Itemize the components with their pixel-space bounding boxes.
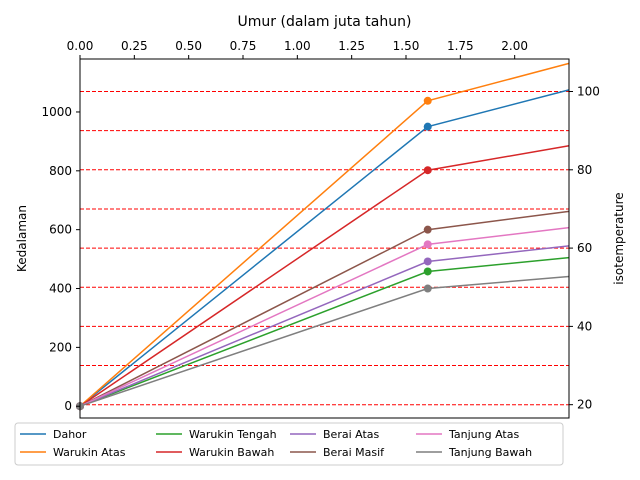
- data-point: [423, 284, 432, 293]
- legend-label: Warukin Atas: [53, 446, 126, 459]
- series-line: [79, 256, 570, 407]
- tick-label: 800: [49, 164, 72, 178]
- legend: Dahor Warukin Atas Warukin Tengah Warukin B…: [14, 422, 564, 466]
- legend-label: Tanjung Bawah: [448, 446, 532, 459]
- tick-label: 0.00: [67, 39, 94, 53]
- tick-label: 1000: [41, 105, 72, 119]
- legend-label: Warukin Bawah: [189, 446, 274, 459]
- tick-label: 1.25: [338, 39, 365, 53]
- series-line: [79, 145, 570, 407]
- top-axis: 0.00 0.25 0.50 0.75 1.00 1.25 1.50 1.75 2.00: [67, 39, 528, 59]
- legend-label: Warukin Tengah: [189, 428, 277, 441]
- tick-label: 60: [577, 241, 592, 255]
- data-point: [423, 96, 432, 105]
- legend-label: Dahor: [53, 428, 87, 441]
- isotherm-lines: [80, 90, 569, 406]
- tick-label: 2.00: [501, 39, 528, 53]
- data-point: [423, 225, 432, 234]
- data-point: [423, 267, 432, 276]
- data-point: [423, 122, 432, 131]
- tick-label: 1.50: [393, 39, 420, 53]
- tick-label: 20: [577, 398, 592, 412]
- series-line: [79, 62, 570, 407]
- tick-label: 600: [49, 223, 72, 237]
- tick-label: 80: [577, 163, 592, 177]
- left-axis: 0 200 400 600 800 1000: [41, 105, 80, 413]
- tick-label: 1.75: [447, 39, 474, 53]
- data-point: [423, 257, 432, 266]
- data-point: [423, 240, 432, 249]
- series-lines: [76, 62, 570, 411]
- tick-label: 0.25: [121, 39, 148, 53]
- top-axis-label: Umur (dalam juta tahun): [238, 14, 412, 30]
- tick-label: 100: [577, 84, 600, 98]
- left-axis-label: Kedalaman: [15, 205, 29, 272]
- tick-label: 1.00: [284, 39, 311, 53]
- tick-label: 200: [49, 340, 72, 354]
- plot-frame: [79, 58, 570, 419]
- data-point: [423, 166, 432, 175]
- legend-label: Tanjung Atas: [448, 428, 519, 441]
- right-axis-label: isotemperature: [612, 192, 626, 284]
- tick-label: 0.75: [230, 39, 257, 53]
- tick-label: 40: [577, 319, 592, 333]
- tick-label: 0.50: [175, 39, 202, 53]
- tick-label: 400: [49, 282, 72, 296]
- right-axis: 20 40 60 80 100: [569, 84, 600, 412]
- legend-label: Berai Masif: [323, 446, 385, 459]
- legend-label: Berai Atas: [323, 428, 380, 441]
- tick-label: 0: [64, 399, 72, 413]
